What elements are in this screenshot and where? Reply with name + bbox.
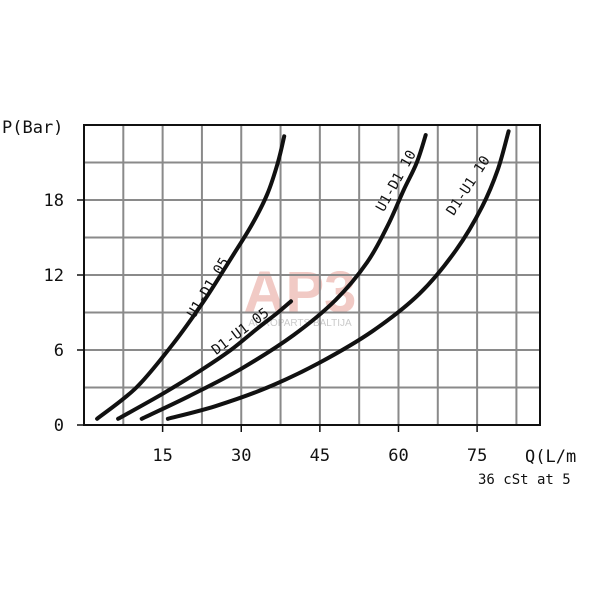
- x-tick-label: 30: [231, 446, 251, 466]
- watermark-subtitle: AGROPARTS BALTIJA: [248, 318, 352, 329]
- x-tick-label: 45: [310, 446, 330, 466]
- y-tick-label: 12: [44, 266, 64, 286]
- y-tick-label: 18: [44, 191, 64, 211]
- curve-d1-u1-05: [116, 299, 293, 421]
- y-tick-label: 6: [54, 341, 64, 361]
- curve-d1-u1-10: [165, 129, 511, 421]
- axis-labels: 15 30 45 60 75 0 6 12 18: [44, 191, 488, 466]
- plot-grid: [84, 125, 540, 425]
- watermark-logo-text: AP3: [244, 260, 357, 325]
- curve-label: U1-D1 05: [184, 255, 232, 321]
- y-tick-label: 0: [54, 416, 64, 436]
- viscosity-note: 36 cSt at 5: [478, 472, 571, 488]
- x-axis-title: Q(L/m: [525, 447, 576, 467]
- x-tick-label: 60: [388, 446, 408, 466]
- watermark-logo: AP3 AGROPARTS BALTIJA: [244, 260, 357, 329]
- curve-u1-d1-05: [95, 134, 287, 421]
- y-axis-title: P(Bar): [2, 118, 63, 138]
- curve-u1-d1-10: [139, 133, 428, 421]
- x-tick-label: 15: [152, 446, 172, 466]
- x-tick-label: 75: [467, 446, 487, 466]
